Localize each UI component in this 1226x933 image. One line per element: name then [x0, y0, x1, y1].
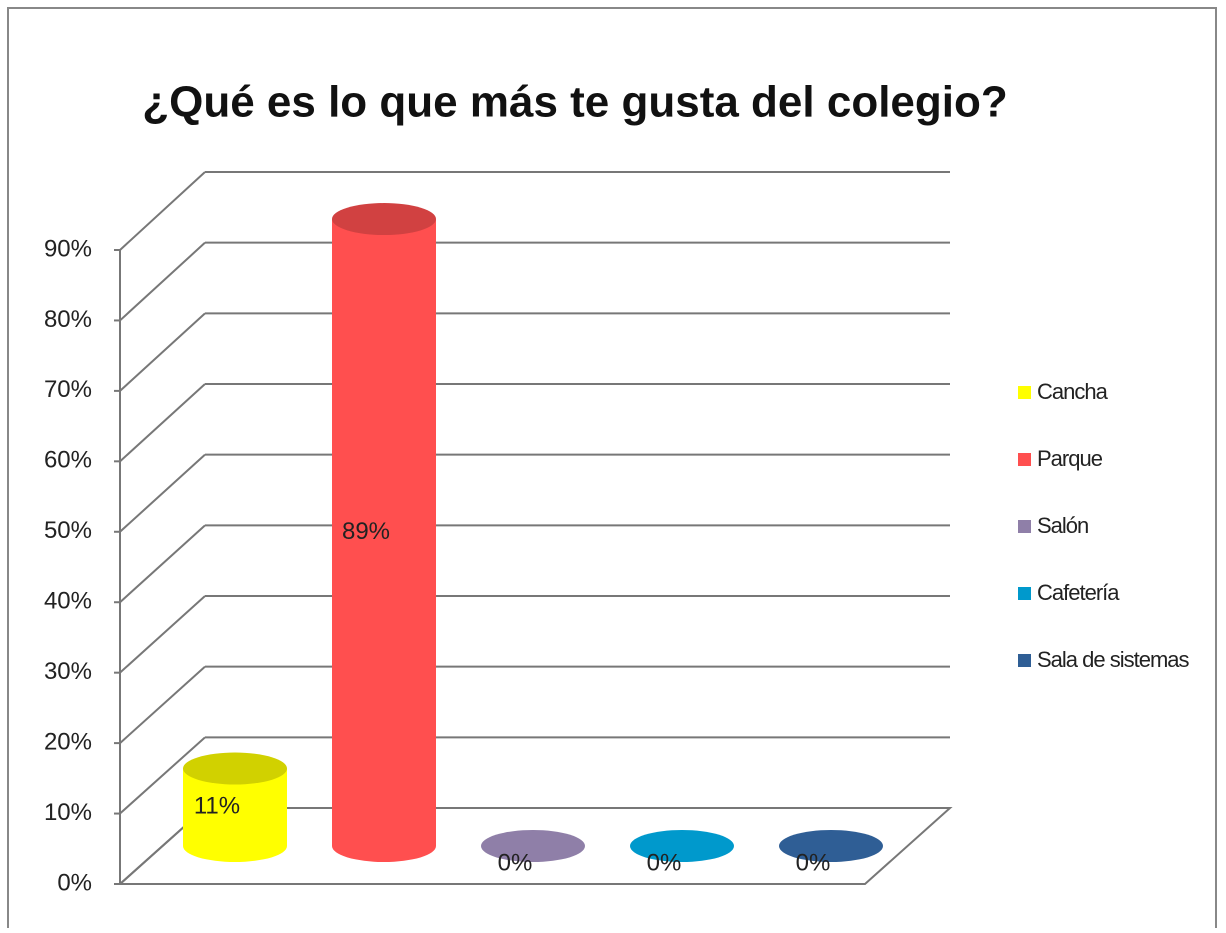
y-tick-label: 90%: [44, 235, 92, 262]
legend-swatch: [1018, 386, 1031, 399]
legend-swatch: [1018, 520, 1031, 533]
grid-line: [119, 665, 206, 744]
grid-line: [119, 524, 206, 603]
legend-label: Sala de sistemas: [1037, 647, 1190, 672]
grid-line: [119, 312, 206, 392]
legend-label: Cancha: [1037, 379, 1109, 404]
y-tick-label: 20%: [44, 728, 92, 755]
y-tick-label: 50%: [44, 517, 92, 544]
y-tick-label: 60%: [44, 447, 92, 474]
cylinder: [183, 752, 287, 862]
cylinder-top: [779, 830, 883, 862]
grid-line: [119, 241, 206, 322]
cylinder-top: [481, 830, 585, 862]
cylinder-top: [630, 830, 734, 862]
value-label: 0%: [647, 849, 682, 876]
value-label: 11%: [194, 793, 240, 820]
y-tick-label: 70%: [44, 376, 92, 403]
legend-swatch: [1018, 587, 1031, 600]
value-label: 0%: [796, 849, 831, 876]
legend-label: Cafetería: [1037, 580, 1120, 605]
y-tick-label: 30%: [44, 658, 92, 685]
cylinder: [779, 830, 883, 862]
grid-line: [119, 595, 206, 674]
legend-label: Salón: [1037, 513, 1088, 538]
value-label: 0%: [498, 849, 533, 876]
cylinder: [332, 203, 436, 862]
y-tick-label: 0%: [57, 869, 92, 896]
cylinder-body: [332, 219, 436, 847]
y-tick-label: 80%: [44, 306, 92, 333]
grid-line: [119, 383, 206, 463]
legend-swatch: [1018, 654, 1031, 667]
legend-label: Parque: [1037, 446, 1103, 471]
value-label: 89%: [342, 518, 390, 545]
cylinder: [630, 830, 734, 862]
chart-title: ¿Qué es lo que más te gusta del colegio?: [142, 78, 1008, 127]
cylinder-top: [183, 752, 287, 785]
grid-line: [119, 736, 206, 815]
y-tick-label: 40%: [44, 588, 92, 615]
grid-line: [119, 171, 206, 251]
y-tick-label: 10%: [44, 799, 92, 826]
grid-line: [119, 453, 206, 533]
cylinder-top: [332, 203, 436, 236]
legend-swatch: [1018, 453, 1031, 466]
cylinder: [481, 830, 585, 862]
